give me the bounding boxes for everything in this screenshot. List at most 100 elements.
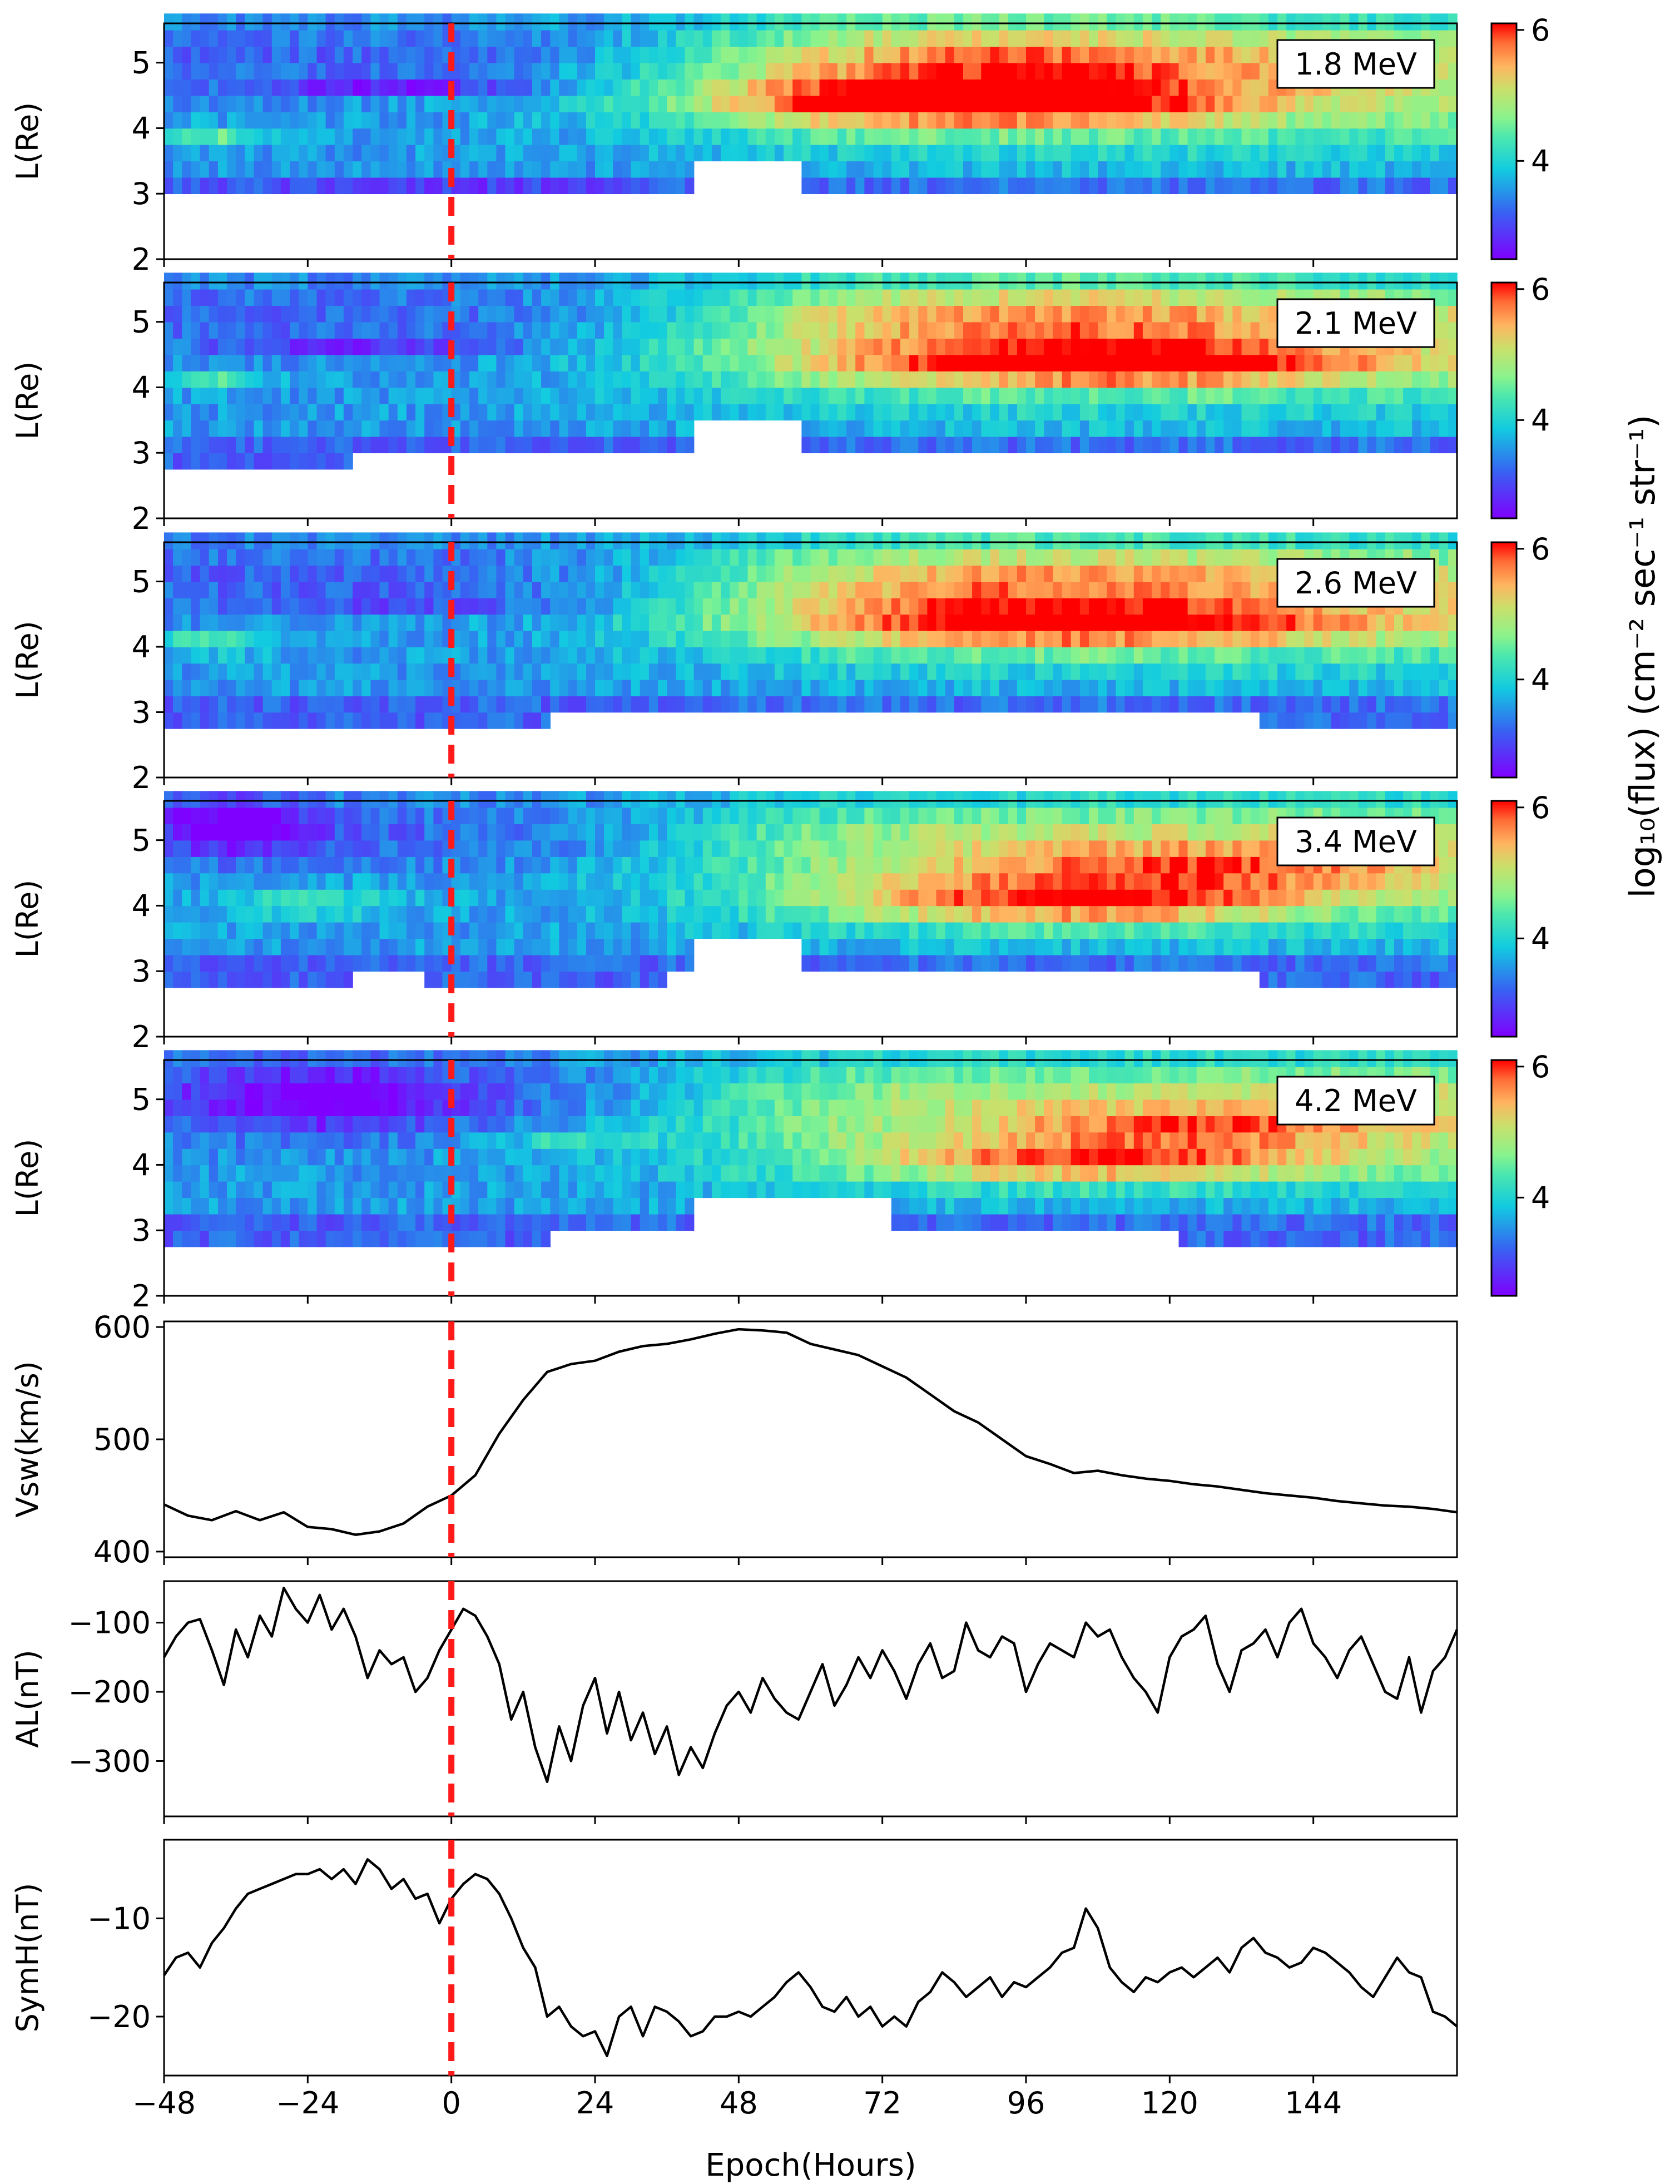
heat-cell — [999, 29, 1009, 47]
heat-cell — [604, 696, 613, 713]
heat-cell — [999, 112, 1009, 129]
heat-cell — [1124, 663, 1134, 680]
heat-cell — [1286, 161, 1296, 178]
heat-cell — [819, 532, 829, 549]
heat-cell — [1196, 273, 1206, 290]
heat-cell — [1196, 161, 1206, 178]
heat-cell — [505, 46, 515, 63]
heat-cell — [496, 647, 506, 664]
heat-cell — [424, 161, 434, 178]
heat-cell — [164, 696, 174, 713]
heat-cell — [299, 436, 309, 453]
heat-cell — [559, 663, 569, 680]
heat-cell — [173, 13, 182, 31]
heat-cell — [954, 46, 964, 63]
heat-cell — [1142, 95, 1152, 112]
heat-cell — [1215, 614, 1224, 631]
heat-cell — [801, 62, 811, 80]
heat-cell — [667, 614, 677, 631]
heat-cell — [191, 453, 201, 470]
heat-cell — [900, 548, 910, 566]
heat-cell — [262, 177, 272, 194]
heat-cell — [1430, 614, 1440, 631]
heat-cell — [496, 581, 506, 598]
heat-cell — [1313, 273, 1323, 290]
heat-cell — [990, 128, 1000, 145]
heat-cell — [1124, 13, 1134, 31]
heat-cell — [1215, 95, 1224, 112]
heat-cell — [236, 371, 246, 388]
heat-cell — [927, 614, 937, 631]
heat-cell — [271, 630, 281, 647]
heat-cell — [685, 62, 695, 80]
heat-cell — [541, 371, 551, 388]
heat-cell — [1223, 696, 1233, 713]
heat-cell — [227, 696, 236, 713]
heat-cell — [1448, 371, 1458, 388]
heat-cell — [182, 321, 192, 339]
heat-cell — [1421, 614, 1431, 631]
heat-cell — [505, 161, 515, 178]
heat-cell — [280, 128, 290, 145]
heat-cell — [1035, 112, 1044, 129]
heat-cell — [460, 29, 470, 47]
heat-cell — [308, 532, 318, 549]
heat-cell — [954, 354, 964, 372]
heat-cell — [990, 403, 1000, 421]
heat-cell — [568, 614, 578, 631]
heat-cell — [1205, 597, 1215, 615]
heat-cell — [1232, 273, 1242, 290]
heat-cell — [1062, 565, 1072, 582]
heat-cell — [164, 954, 174, 972]
heat-cell — [891, 29, 901, 47]
heat-cell — [550, 436, 560, 453]
heat-cell — [1439, 581, 1449, 598]
heat-cell — [1116, 371, 1126, 388]
heat-cell — [200, 647, 210, 664]
heat-cell — [200, 387, 210, 404]
heat-cell — [999, 436, 1009, 453]
heat-cell — [1071, 161, 1081, 178]
heat-cell — [271, 548, 281, 566]
heat-cell — [1161, 289, 1171, 306]
heat-cell — [1053, 565, 1063, 582]
heat-cell — [388, 305, 398, 323]
heat-cell — [631, 548, 641, 566]
heat-cell — [209, 403, 219, 421]
heat-cell — [299, 95, 309, 112]
heat-cell — [676, 161, 686, 178]
heat-cell — [559, 565, 569, 582]
heat-cell — [406, 647, 416, 664]
heat-cell — [353, 95, 362, 112]
heat-cell — [532, 679, 542, 696]
heat-cell — [1044, 436, 1054, 453]
heat-cell — [1161, 696, 1171, 713]
heat-cell — [217, 321, 227, 339]
heat-cell — [864, 128, 874, 145]
heat-cell — [747, 273, 757, 290]
heat-cell — [236, 791, 246, 808]
heat-cell — [1232, 29, 1242, 47]
heat-cell — [784, 354, 793, 372]
heat-cell — [828, 663, 838, 680]
heat-cell — [1313, 630, 1323, 647]
heat-cell — [963, 29, 973, 47]
heat-cell — [271, 712, 281, 729]
heat-cell — [496, 387, 506, 404]
heat-cell — [1349, 371, 1359, 388]
heat-cell — [604, 597, 613, 615]
heat-cell — [927, 436, 937, 453]
heat-cell — [810, 112, 820, 129]
heat-cell — [361, 420, 371, 437]
heat-cell — [1107, 696, 1117, 713]
heat-cell — [1241, 532, 1251, 549]
heat-cell — [1205, 161, 1215, 178]
heat-cell — [1062, 532, 1072, 549]
heat-cell — [945, 338, 955, 355]
heat-cell — [1071, 696, 1081, 713]
heat-cell — [1026, 663, 1035, 680]
heat-cell — [379, 338, 389, 355]
heat-cell — [1079, 597, 1089, 615]
heat-cell — [927, 289, 937, 306]
heat-cell — [200, 420, 210, 437]
